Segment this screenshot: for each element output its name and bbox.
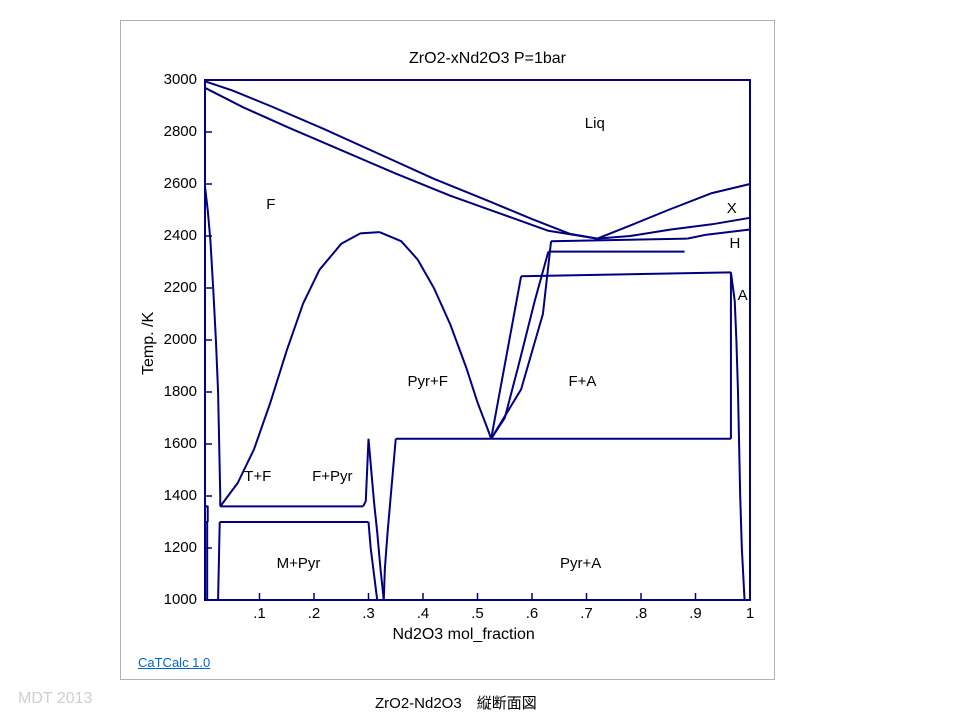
x-tick-label: .5 (468, 605, 488, 622)
y-tick-label: 1200 (164, 539, 197, 556)
x-tick-label: .2 (304, 605, 324, 622)
phase-region-label: X (727, 200, 737, 217)
phase-region-label: Pyr+F (407, 373, 447, 390)
y-tick-label: 2000 (164, 331, 197, 348)
phase-region-label: Liq (585, 115, 605, 132)
y-tick-label: 1600 (164, 435, 197, 452)
y-tick-label: 1400 (164, 487, 197, 504)
x-tick-label: 1 (740, 605, 760, 622)
phase-region-label: A (738, 287, 748, 304)
y-tick-label: 2400 (164, 227, 197, 244)
x-tick-label: .7 (577, 605, 597, 622)
phase-region-label: F (266, 196, 275, 213)
x-tick-label: .1 (250, 605, 270, 622)
y-tick-label: 1800 (164, 383, 197, 400)
x-tick-label: .8 (631, 605, 651, 622)
y-tick-label: 3000 (164, 71, 197, 88)
watermark-text: MDT 2013 (18, 690, 92, 708)
phase-region-label: T+F (244, 468, 271, 485)
phase-diagram-plot (205, 80, 750, 600)
figure-caption: ZrO2-Nd2O3 縦断面図 (375, 692, 537, 713)
x-tick-label: .4 (413, 605, 433, 622)
plot-svg (205, 80, 750, 600)
plot-title: ZrO2-xNd2O3 P=1bar (358, 50, 618, 68)
software-credit-link[interactable]: CaTCalc 1.0 (138, 655, 210, 670)
y-tick-label: 1000 (164, 591, 197, 608)
x-tick-label: .6 (522, 605, 542, 622)
phase-region-label: F+Pyr (312, 468, 352, 485)
y-tick-label: 2600 (164, 175, 197, 192)
x-tick-label: .9 (686, 605, 706, 622)
y-axis-label: Temp. /K (140, 312, 158, 375)
phase-region-label: H (729, 235, 740, 252)
x-tick-label: .3 (359, 605, 379, 622)
phase-region-label: Pyr+A (560, 555, 601, 572)
x-axis-label: Nd2O3 mol_fraction (393, 626, 535, 644)
y-tick-label: 2800 (164, 123, 197, 140)
y-tick-label: 2200 (164, 279, 197, 296)
phase-region-label: M+Pyr (277, 555, 321, 572)
phase-region-label: F+A (568, 373, 596, 390)
